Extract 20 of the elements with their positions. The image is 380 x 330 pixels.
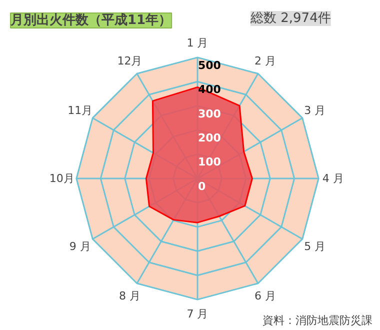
text: 資料：消防地震防災課 [262, 314, 372, 327]
spoke-label: 12月 [117, 54, 142, 68]
y-tick-label: 0 [198, 180, 206, 193]
spoke-label: 6 月 [254, 289, 276, 302]
y-tick-label: 100 [198, 156, 222, 169]
spoke-label: 5 月 [304, 240, 326, 253]
spoke-label: 8 月 [118, 289, 140, 302]
spoke-label: 7 月 [186, 308, 208, 321]
spoke-label: 9 月 [69, 240, 91, 253]
spoke-label: 4 月 [322, 172, 344, 185]
spoke-label: 2 月 [254, 54, 276, 68]
y-tick-label: 300 [198, 107, 222, 120]
chart-title: 月別出火件数（平成11年） [10, 13, 172, 28]
spoke-label: 10月 [49, 172, 74, 185]
y-tick-label: 200 [198, 131, 222, 144]
y-tick-label: 500 [198, 58, 222, 72]
spoke-label: 1 月 [186, 36, 208, 50]
spoke-label: 11月 [68, 104, 93, 118]
spoke-label: 3 月 [304, 104, 326, 118]
chart-subtitle: 総数 2,974件 [250, 11, 331, 26]
